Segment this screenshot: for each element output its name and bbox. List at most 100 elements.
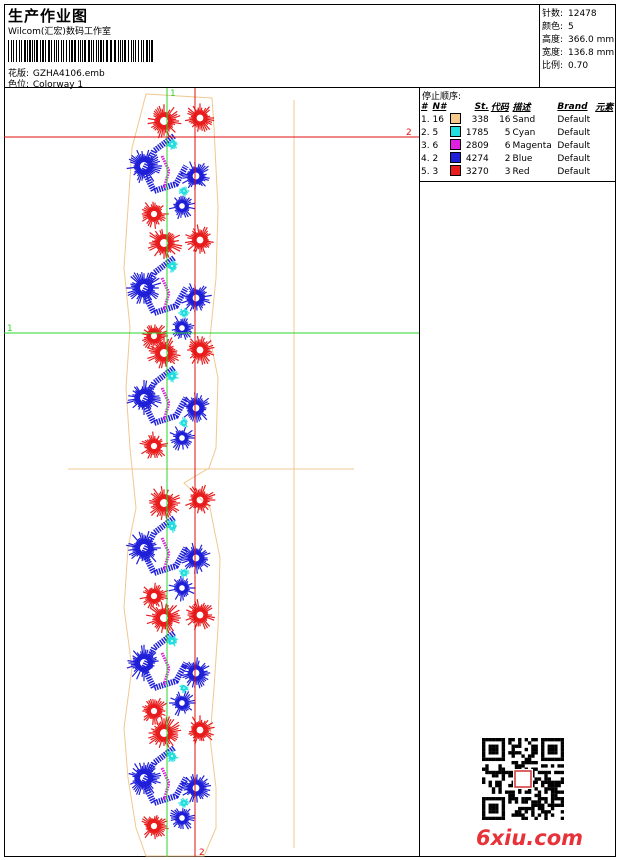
barcode-bar (84, 40, 86, 62)
qr-module (482, 803, 486, 807)
qr-module (485, 770, 489, 775)
qr-module (504, 790, 509, 794)
qr-module (485, 757, 489, 762)
blue-flower-motif (126, 530, 161, 565)
qr-module (544, 800, 548, 804)
blue-flower-motif-center (138, 772, 150, 784)
barcode-bar (42, 40, 44, 62)
cyan-accent-motif-center (181, 310, 187, 316)
qr-module (554, 780, 558, 785)
qr-module (491, 810, 496, 814)
qr-module (544, 770, 548, 775)
magenta-accent-stitch (160, 155, 171, 189)
stat-value: 5 (568, 22, 574, 32)
barcode-bar (149, 40, 150, 62)
cell-swatch (449, 152, 463, 165)
barcode-bar (16, 40, 17, 62)
barcode-bar (124, 40, 126, 62)
guide-label-green-left: 1 (7, 324, 13, 334)
qr-module (544, 790, 548, 794)
qr-module (514, 810, 519, 814)
qr-module (491, 747, 496, 752)
qr-module (501, 757, 506, 762)
qr-module (498, 787, 502, 791)
qr-module (527, 797, 532, 801)
cell-swatch (449, 139, 463, 152)
cell-code: 6 (504, 140, 511, 151)
red-flower-motif-center (195, 725, 205, 735)
qr-module (511, 790, 515, 794)
blue-flower-motif-center (191, 293, 201, 303)
stop-sequence-title: 停止顺序: (422, 92, 462, 102)
cyan-accent-motif-center (169, 753, 175, 759)
qr-module (547, 783, 551, 788)
qr-module (557, 790, 561, 794)
col-header: Brand (557, 101, 588, 112)
qr-module (541, 810, 545, 814)
qr-module (547, 744, 551, 748)
cell-code: 2 (504, 153, 511, 164)
blue-flower-motif-center (138, 282, 150, 294)
qr-module (482, 738, 486, 742)
qr-module (498, 770, 502, 775)
red-flower-motif (147, 104, 182, 139)
cell-description: Blue (512, 153, 533, 164)
cell-brand: Default (557, 127, 591, 138)
blue-flower-motif-center (177, 201, 187, 211)
blue-flower-motif-center (191, 553, 201, 563)
barcode-bar (143, 40, 144, 62)
qr-module (541, 747, 545, 752)
col-header: 描述 (512, 103, 531, 113)
qr-module (501, 770, 506, 775)
qr-module (534, 793, 538, 798)
red-flower-motif-center (149, 821, 159, 831)
red-flower-motif (142, 697, 167, 725)
cell-needle: 2 (432, 153, 439, 164)
qr-module (508, 800, 512, 804)
cell-index: 2. (421, 127, 430, 138)
red-flower-motif-center (158, 727, 170, 739)
barcode-bar (135, 40, 136, 62)
cyan-accent-motif-center (169, 263, 175, 269)
cyan-accent-motif (178, 307, 190, 319)
cell-needle: 5 (432, 127, 439, 138)
stat-scale: 比例: 0.70 (542, 58, 588, 71)
qr-module (482, 810, 486, 814)
qr-module (482, 816, 486, 820)
cell-description: Magenta (512, 140, 552, 151)
qr-module (514, 744, 519, 748)
blue-paisley-stem (140, 255, 189, 317)
barcode-bar (151, 40, 153, 62)
qr-module (554, 793, 558, 798)
qr-module (491, 790, 496, 794)
qr-module (554, 747, 558, 752)
qr-module (508, 797, 512, 801)
qr-module (544, 774, 548, 778)
barcode-bar (88, 40, 90, 62)
qr-module (547, 780, 551, 785)
qr-module (560, 744, 564, 748)
blue-flower-motif-center (138, 392, 150, 404)
qr-module (531, 760, 535, 765)
qr-module (501, 777, 506, 781)
qr-module (514, 813, 519, 817)
qr-module (534, 747, 538, 752)
blue-flower-motif-center (138, 542, 150, 554)
stat-label: 宽度: (542, 48, 564, 58)
qr-module (560, 797, 564, 801)
qr-module (498, 780, 502, 785)
qr-module (534, 751, 538, 755)
qr-module (544, 764, 548, 768)
qr-module (518, 806, 522, 811)
cell-index: 5. (421, 166, 430, 177)
barcode-bar (56, 40, 57, 62)
qr-module (560, 738, 564, 742)
qr-module (557, 780, 561, 785)
qr-module (495, 774, 499, 778)
barcode-bar (27, 40, 28, 62)
qr-module (557, 757, 561, 762)
qr-module (495, 747, 499, 752)
barcode-bar (71, 40, 73, 62)
qr-module (498, 797, 502, 801)
stat-label: 比例: (542, 61, 564, 71)
